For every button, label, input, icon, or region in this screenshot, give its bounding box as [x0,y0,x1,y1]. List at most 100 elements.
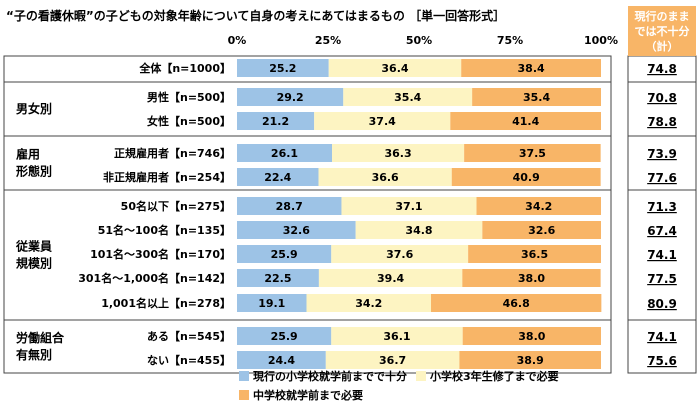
total-header-text: では不十分 [635,24,690,38]
bar-value-label: 38.4 [518,62,545,75]
bar-segment [461,59,601,77]
bar-segment [341,197,477,215]
bar-segment [314,112,451,130]
bar-value-label: 39.4 [377,272,404,285]
bar-value-label: 22.5 [264,272,291,285]
bar-segment [472,88,601,106]
bar-value-label: 36.1 [383,330,410,343]
row-label: 正規雇用者【n=746】 [114,146,231,160]
legend-swatch [239,371,249,381]
bar-segment [237,168,319,186]
bar-segment [355,221,483,239]
bar-value-label: 38.9 [517,354,544,367]
bar-value-label: 37.6 [386,248,413,261]
bar-segment [237,245,332,263]
bar-segment [462,327,601,345]
bar-value-label: 36.6 [372,171,399,184]
bar-value-label: 38.0 [518,330,545,343]
bar-value-label: 34.2 [525,200,552,213]
bar-segment [237,221,356,239]
row-label: ない【n=455】 [147,354,231,367]
x-tick-label: 75% [497,34,523,47]
bar-segment [332,144,465,162]
bar-value-label: 21.2 [262,115,289,128]
bar-value-label: 22.4 [264,171,291,184]
legend-swatch [416,371,426,381]
bar-segment [237,327,332,345]
total-group-box [627,319,697,374]
bar-segment [237,269,319,287]
bar-value-label: 38.0 [518,272,545,285]
total-header-text: 現行のまま [635,9,690,23]
bar-value-label: 34.2 [355,297,382,310]
total-value: 75.6 [647,354,677,368]
total-value: 77.5 [647,272,677,286]
total-value: 71.3 [647,200,677,214]
group-label: 規模別 [16,256,52,271]
row-label: 101名～300名【n=170】 [90,247,231,261]
bar-value-label: 36.5 [521,248,548,261]
bar-segment [468,245,601,263]
bar-segment [237,197,342,215]
bar-segment [318,269,463,287]
bar-segment [462,269,601,287]
total-value: 78.8 [647,115,677,129]
bar-segment [450,112,601,130]
row-label: 50名以下【n=275】 [121,199,231,213]
bar-segment [343,88,473,106]
group-label: 従業員 [15,239,52,254]
row-label: 男性【n=500】 [147,90,231,104]
bar-value-label: 36.7 [379,354,406,367]
group-label: 有無別 [16,347,52,362]
row-label: 51名～100名【n=135】 [98,223,231,237]
row-label: 1,001名以上【n=278】 [101,296,231,310]
bar-value-label: 37.5 [519,147,546,160]
bar-value-label: 19.1 [258,297,285,310]
bar-value-label: 28.7 [276,200,303,213]
group-box [3,319,612,374]
legend-swatch [239,390,249,400]
bar-segment [325,351,460,369]
legend-label: 現行の小学校就学前までで十分 [253,369,407,383]
bar-value-label: 36.4 [381,62,408,75]
legend-label: 小学校3年生修了まで必要 [429,369,559,383]
bar-segment [237,144,333,162]
bar-value-label: 40.9 [513,171,540,184]
chart-title: “子の看護休暇”の子どもの対象年齢について自身の考えにあてはまるもの ［単一回答… [6,8,505,23]
bar-value-label: 25.2 [269,62,296,75]
bar-segment [431,294,602,312]
total-value: 77.6 [647,171,677,185]
bar-segment [306,294,432,312]
bar-segment [237,112,315,130]
bar-segment [459,351,601,369]
bar-value-label: 32.6 [528,224,555,237]
group-label: 男女別 [16,101,52,116]
bar-segment [328,59,462,77]
bar-segment [331,245,469,263]
x-tick-label: 50% [406,34,432,47]
row-label: ある【n=545】 [147,330,231,343]
x-tick-label: 25% [315,34,341,47]
x-tick-label: 0% [228,34,247,47]
bar-value-label: 24.4 [268,354,295,367]
x-tick-label: 100% [584,34,618,47]
bar-segment [482,221,601,239]
total-value: 74.8 [647,62,677,76]
bar-value-label: 25.9 [271,330,298,343]
total-value: 80.9 [647,297,677,311]
bar-segment [451,168,601,186]
group-label: 雇用 [16,147,40,162]
total-value: 74.1 [647,330,677,344]
total-value: 73.9 [647,147,677,161]
bar-segment [331,327,463,345]
bar-segment [464,144,601,162]
bar-value-label: 25.9 [271,248,298,261]
bar-segment [476,197,601,215]
bar-value-label: 41.4 [512,115,539,128]
group-label: 労働組合 [16,330,65,345]
total-header-text: （計） [646,39,679,53]
bar-value-label: 32.6 [283,224,310,237]
total-value: 74.1 [647,248,677,262]
row-label: 全体【n=1000】 [138,61,231,75]
